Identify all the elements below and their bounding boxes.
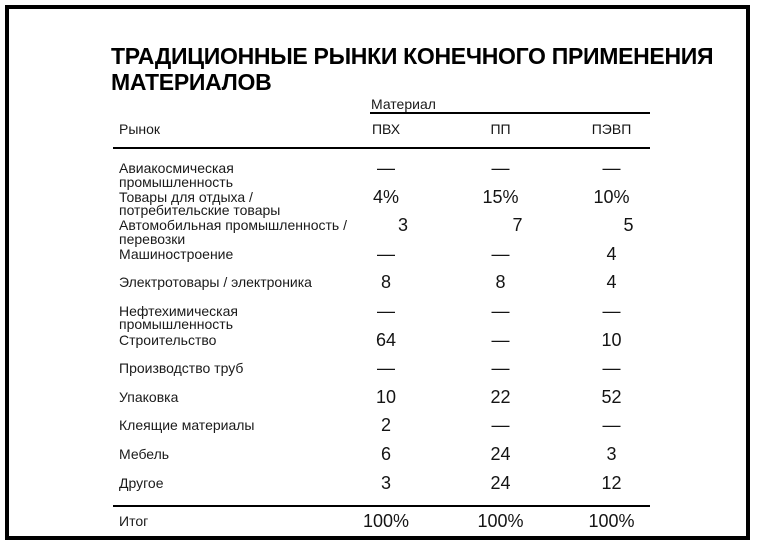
- value-cell: 8: [495, 272, 506, 293]
- value-cell: 15%: [482, 186, 519, 207]
- table-row: Строительство 64 — 10: [113, 329, 650, 363]
- value-cell: 4: [606, 272, 617, 293]
- total-value-cell: 100%: [588, 511, 635, 532]
- page-frame-border: [5, 5, 750, 540]
- value-cell: —: [377, 158, 395, 178]
- value-cell: 10: [601, 329, 622, 350]
- table-row: Другое 3 24 12: [113, 472, 650, 506]
- value-cell: —: [602, 358, 621, 379]
- table-row: Производство труб — — —: [113, 358, 650, 391]
- table-row: Автомобильная промышленность / перевозки…: [113, 215, 650, 248]
- table-row: Нефтехимическая промышленность — — —: [113, 300, 650, 334]
- value-cell: 24: [490, 472, 511, 493]
- table-header-rule: [113, 147, 650, 149]
- value-cell: 10%: [593, 186, 630, 207]
- materials-table-body: Авиакосмическая промышленность — — — Тов…: [113, 149, 650, 532]
- value-cell: 5: [623, 215, 634, 236]
- value-cell: 64: [375, 329, 397, 350]
- total-row: Итог 100% 100% 100%: [113, 507, 650, 532]
- value-cell: —: [377, 358, 395, 379]
- value-cell: —: [491, 158, 510, 178]
- value-cell: 12: [601, 472, 622, 493]
- market-label: Авиакосмическая промышленность: [119, 160, 234, 190]
- value-cell: 22: [490, 386, 511, 407]
- page-title: ТРАДИЦИОННЫЕ РЫНКИ КОНЕЧНОГО ПРИМЕНЕНИЯ …: [111, 43, 714, 95]
- table-row: Авиакосмическая промышленность — — —: [113, 158, 650, 191]
- value-cell: 52: [601, 386, 622, 407]
- value-cell: —: [602, 300, 621, 321]
- market-label: Мебель: [119, 445, 170, 462]
- value-cell: —: [491, 329, 510, 350]
- value-cell: 24: [490, 443, 511, 464]
- value-cell: —: [491, 243, 510, 264]
- value-cell: 10: [375, 386, 397, 407]
- total-value-cell: 100%: [362, 511, 410, 532]
- value-cell: 4%: [372, 186, 399, 207]
- material-group-underline: [370, 112, 650, 114]
- column-header-pp: ПП: [490, 121, 511, 137]
- market-label: Упаковка: [119, 388, 179, 405]
- column-group-header-material: Материал: [371, 96, 436, 112]
- value-cell: 3: [380, 472, 391, 493]
- market-label: Клеящие материалы: [119, 417, 255, 434]
- market-label: Машиностроение: [119, 245, 234, 262]
- value-cell: —: [602, 415, 621, 436]
- column-header-pevp: ПЭВП: [591, 121, 632, 137]
- value-cell: 4: [606, 243, 617, 264]
- total-value-cell: 100%: [477, 511, 524, 532]
- table-row: Товары для отдыха / потребительские това…: [113, 186, 650, 220]
- market-label: Автомобильная промышленность / перевозки: [119, 217, 347, 247]
- value-cell: —: [377, 300, 395, 321]
- total-label: Итог: [119, 513, 149, 530]
- value-cell: 8: [380, 272, 391, 293]
- value-cell: 7: [512, 215, 523, 236]
- market-label: Товары для отдыха / потребительские това…: [119, 188, 281, 219]
- table-row: Упаковка 10 22 52: [113, 386, 650, 420]
- value-cell: —: [491, 300, 510, 321]
- market-label: Строительство: [119, 331, 217, 348]
- table-row: Мебель 6 24 3: [113, 443, 650, 477]
- market-label: Производство труб: [119, 360, 244, 377]
- value-cell: —: [602, 158, 621, 178]
- value-cell: 2: [380, 415, 391, 436]
- table-row: Клеящие материалы 2 — —: [113, 415, 650, 448]
- value-cell: —: [377, 243, 395, 264]
- market-label: Другое: [119, 474, 164, 491]
- table-header-row: Рынок ПВХ ПП ПЭВП: [113, 122, 650, 137]
- value-cell: —: [491, 415, 510, 436]
- column-header-pvh: ПВХ: [371, 121, 401, 137]
- value-cell: 3: [606, 443, 617, 464]
- row-axis-header-rynok: Рынок: [119, 121, 161, 137]
- table-row: Электротовары / электроника 8 8 4: [113, 272, 650, 305]
- value-cell: —: [491, 358, 510, 379]
- market-label: Нефтехимическая промышленность: [119, 302, 238, 333]
- market-label: Электротовары / электроника: [119, 274, 312, 291]
- table-row: Машиностроение — — 4: [113, 243, 650, 277]
- value-cell: 6: [380, 443, 391, 464]
- total-row-rule: [113, 505, 650, 508]
- value-cell: 3: [397, 215, 408, 236]
